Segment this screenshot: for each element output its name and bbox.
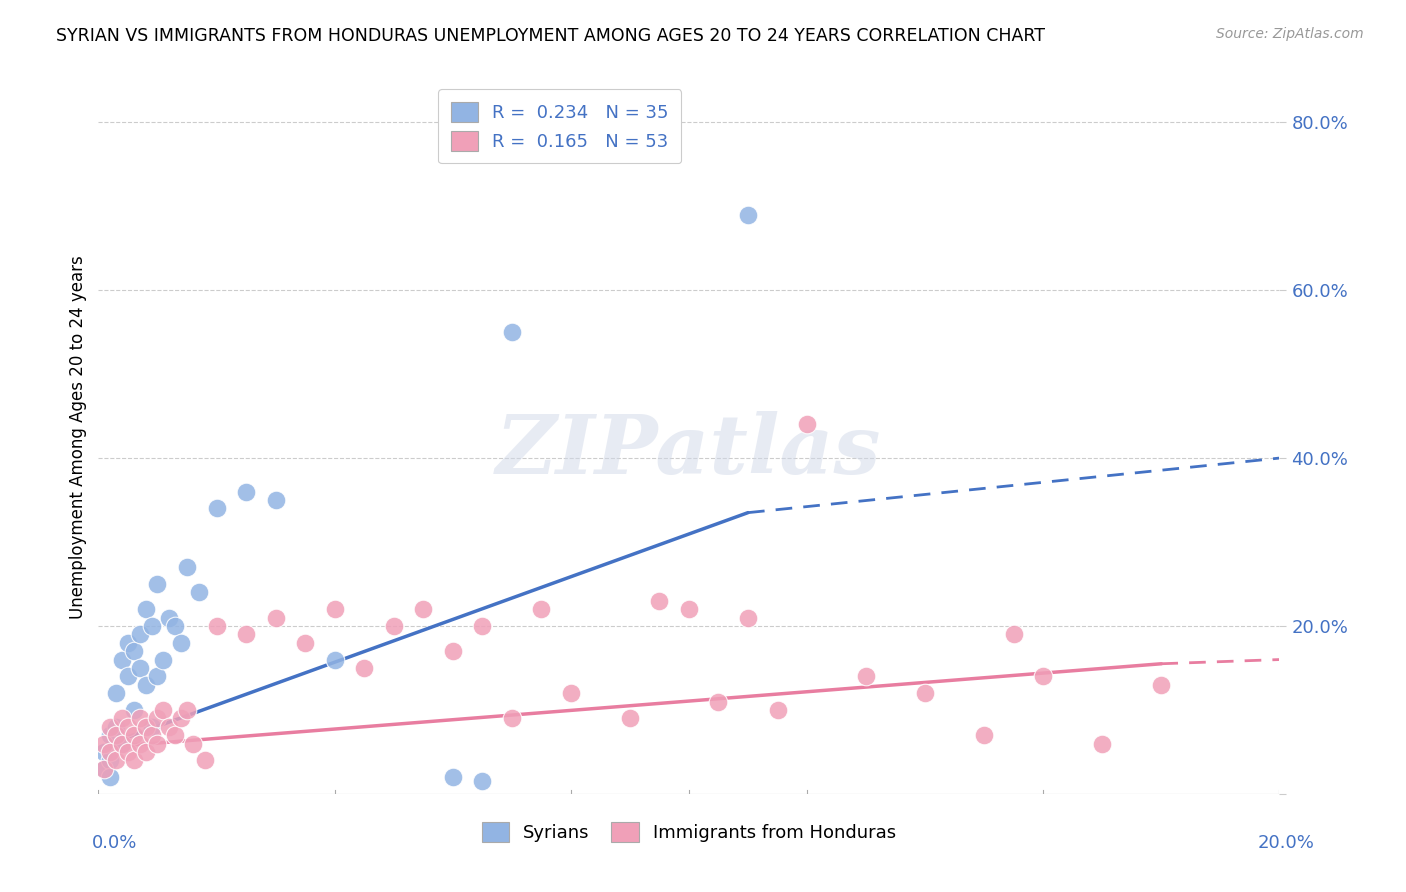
Text: 20.0%: 20.0% [1258, 834, 1315, 852]
Point [707, 694, 730, 708]
Point [93, 762, 115, 776]
Point [441, 770, 464, 784]
Point [122, 703, 145, 717]
Point [353, 661, 375, 675]
Point [412, 602, 434, 616]
Point [98, 728, 121, 742]
Point [1150, 678, 1173, 692]
Point [1032, 669, 1054, 683]
Point [141, 728, 163, 742]
Point [105, 720, 128, 734]
Point [1002, 627, 1025, 641]
Point [111, 737, 134, 751]
Point [117, 720, 139, 734]
Point [973, 728, 995, 742]
Point [181, 737, 204, 751]
Point [501, 711, 523, 725]
Point [152, 703, 174, 717]
Point [98, 753, 121, 767]
Point [117, 636, 139, 650]
Point [855, 669, 877, 683]
Point [382, 619, 405, 633]
Point [128, 661, 150, 675]
Point [111, 652, 134, 666]
Point [105, 753, 128, 767]
Point [796, 417, 818, 432]
Point [294, 636, 316, 650]
Point [122, 644, 145, 658]
Text: 0.0%: 0.0% [91, 834, 136, 852]
Point [176, 560, 198, 574]
Point [135, 602, 157, 616]
Point [648, 594, 671, 608]
Point [105, 686, 128, 700]
Point [264, 610, 287, 624]
Point [176, 703, 198, 717]
Point [128, 627, 150, 641]
Point [205, 619, 228, 633]
Point [737, 208, 759, 222]
Point [264, 493, 287, 508]
Point [128, 737, 150, 751]
Point [205, 501, 228, 516]
Point [98, 720, 121, 734]
Point [98, 745, 121, 759]
Legend: Syrians, Immigrants from Honduras: Syrians, Immigrants from Honduras [475, 814, 903, 849]
Point [194, 753, 217, 767]
Point [111, 737, 134, 751]
Point [323, 652, 346, 666]
Point [914, 686, 936, 700]
Point [93, 737, 115, 751]
Point [501, 325, 523, 339]
Point [170, 636, 193, 650]
Point [111, 711, 134, 725]
Point [122, 753, 145, 767]
Point [157, 610, 180, 624]
Point [471, 774, 494, 789]
Point [560, 686, 582, 700]
Point [471, 619, 494, 633]
Point [766, 703, 789, 717]
Text: ZIPatlas: ZIPatlas [496, 411, 882, 491]
Point [165, 728, 187, 742]
Point [441, 644, 464, 658]
Point [117, 745, 139, 759]
Point [128, 711, 150, 725]
Point [122, 728, 145, 742]
Point [165, 619, 187, 633]
Point [117, 669, 139, 683]
Point [737, 610, 759, 624]
Point [530, 602, 553, 616]
Point [105, 728, 128, 742]
Point [93, 762, 115, 776]
Point [146, 737, 169, 751]
Point [235, 627, 257, 641]
Point [146, 577, 169, 591]
Point [141, 619, 163, 633]
Point [1091, 737, 1114, 751]
Point [98, 770, 121, 784]
Text: SYRIAN VS IMMIGRANTS FROM HONDURAS UNEMPLOYMENT AMONG AGES 20 TO 24 YEARS CORREL: SYRIAN VS IMMIGRANTS FROM HONDURAS UNEMP… [56, 27, 1045, 45]
Point [157, 720, 180, 734]
Y-axis label: Unemployment Among Ages 20 to 24 years: Unemployment Among Ages 20 to 24 years [69, 255, 87, 619]
Point [146, 669, 169, 683]
Point [619, 711, 641, 725]
Point [170, 711, 193, 725]
Text: Source: ZipAtlas.com: Source: ZipAtlas.com [1216, 27, 1364, 41]
Point [235, 484, 257, 499]
Point [135, 745, 157, 759]
Point [152, 652, 174, 666]
Point [678, 602, 700, 616]
Point [146, 711, 169, 725]
Point [135, 678, 157, 692]
Point [141, 720, 163, 734]
Point [187, 585, 209, 599]
Point [135, 720, 157, 734]
Point [323, 602, 346, 616]
Point [93, 745, 115, 759]
